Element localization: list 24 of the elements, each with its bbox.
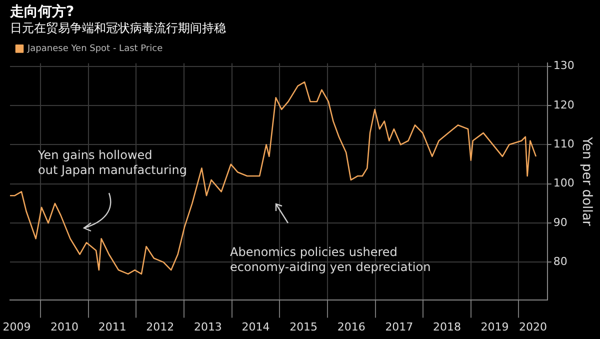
y-tick-label: 130 bbox=[553, 59, 574, 72]
legend-label: Japanese Yen Spot - Last Price bbox=[26, 44, 164, 54]
x-tick-label: 2009 bbox=[2, 320, 31, 334]
x-tick-label: 2010 bbox=[50, 320, 79, 334]
x-tick-label: 2012 bbox=[146, 320, 174, 334]
x-tick-label: 2018 bbox=[433, 320, 461, 334]
x-tick-label: 2019 bbox=[480, 320, 509, 334]
y-tick-label: 110 bbox=[553, 138, 574, 151]
x-tick-label: 2020 bbox=[519, 320, 548, 334]
chart-title: 走向何方? bbox=[9, 3, 74, 20]
y-tick-label: 120 bbox=[553, 98, 574, 112]
x-tick-label: 2014 bbox=[242, 320, 270, 334]
chart-subtitle: 日元在贸易争端和冠状病毒流行期间持稳 bbox=[10, 21, 226, 36]
x-tick-label: 2017 bbox=[385, 320, 414, 334]
y-axis-title: Yen per dollar bbox=[578, 136, 594, 227]
x-tick-label: 2015 bbox=[290, 320, 318, 334]
y-tick-label: 100 bbox=[553, 176, 574, 190]
y-tick-label: 90 bbox=[553, 216, 568, 229]
annotation: Abenomics policies ushered economy-aiding yen depreciation bbox=[230, 245, 431, 275]
annotation: Yen gains hollowed out Japan manufacturing bbox=[38, 148, 187, 178]
y-tick-label: 80 bbox=[553, 255, 568, 268]
x-tick-label: 2011 bbox=[98, 320, 126, 334]
x-tick-label: 2013 bbox=[194, 320, 222, 334]
x-tick-label: 2016 bbox=[337, 320, 366, 334]
